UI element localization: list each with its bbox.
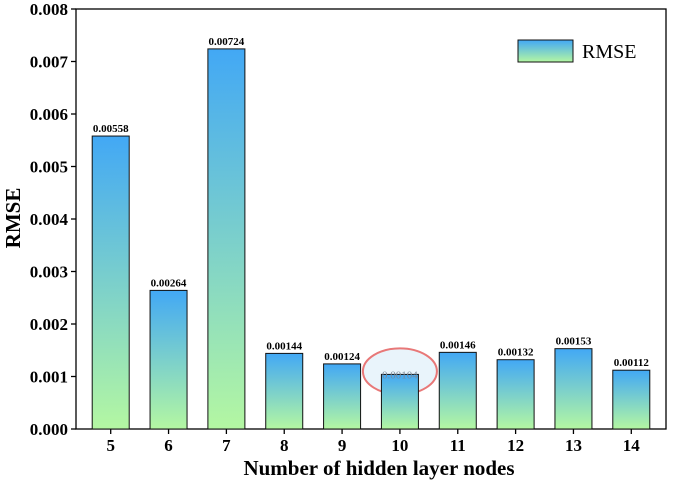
- y-tick-label: 0.003: [30, 263, 68, 282]
- x-tick-label: 12: [507, 436, 524, 455]
- bar: [438, 351, 477, 430]
- data-label: 0.00724: [209, 36, 245, 48]
- bar: [380, 373, 419, 430]
- x-tick-label: 7: [222, 436, 231, 455]
- y-tick-label: 0.007: [30, 53, 69, 72]
- plot-area: 0.000 0.001 0.002 0.003 0.004 0.005 0.006 0.007…: [30, 0, 667, 455]
- y-tick-label: 0.005: [30, 158, 68, 177]
- legend: RMSE: [517, 39, 636, 63]
- x-tick-label: 9: [338, 436, 347, 455]
- data-label: 0.00132: [498, 347, 534, 359]
- legend-label: RMSE: [582, 41, 636, 63]
- x-tick-label: 8: [280, 436, 289, 455]
- x-tick-label: 14: [623, 436, 641, 455]
- bar: [91, 135, 130, 430]
- legend-swatch: [517, 39, 574, 63]
- bar: [323, 363, 362, 430]
- data-label: 0.00558: [93, 123, 129, 135]
- data-label: 0.00124: [324, 351, 360, 363]
- y-tick-label: 0.004: [30, 210, 69, 229]
- bar: [554, 348, 593, 430]
- y-tick-label: 0.006: [30, 105, 68, 124]
- data-label: 0.00146: [440, 339, 476, 351]
- x-tick-label: 5: [106, 436, 115, 455]
- x-axis-title: Number of hidden layer nodes: [243, 456, 514, 480]
- bar: [207, 48, 246, 430]
- x-tick-label: 10: [391, 436, 408, 455]
- data-label: 0.00144: [266, 340, 302, 352]
- x-tick-label: 13: [565, 436, 582, 455]
- y-axis-title: RMSE: [1, 188, 25, 249]
- data-label: 0.00104: [382, 369, 418, 381]
- y-tick-label: 0.002: [30, 315, 68, 334]
- data-label: 0.00264: [151, 277, 187, 289]
- bar: [496, 359, 535, 430]
- y-tick-label: 0.008: [30, 0, 68, 19]
- bar: [612, 369, 651, 430]
- bar: [149, 289, 188, 430]
- data-label: 0.00112: [614, 357, 650, 369]
- bar: [265, 352, 304, 430]
- y-tick-label: 0.001: [30, 368, 68, 387]
- x-tick-label: 11: [450, 436, 466, 455]
- y-tick-label: 0.000: [30, 420, 68, 439]
- data-label: 0.00153: [556, 336, 592, 348]
- x-tick-label: 6: [164, 436, 173, 455]
